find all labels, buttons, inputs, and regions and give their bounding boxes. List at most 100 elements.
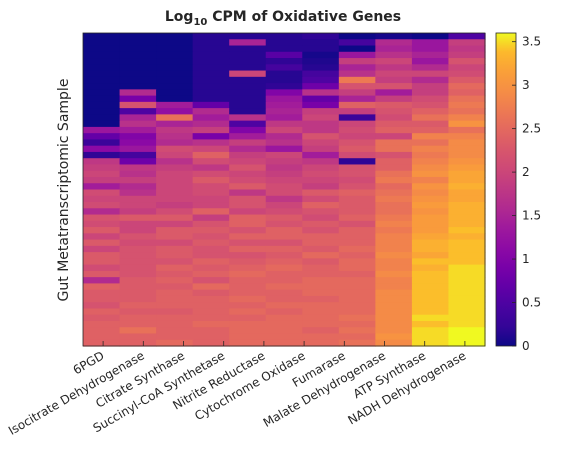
heatmap-cell xyxy=(83,89,121,97)
heatmap-cell xyxy=(156,158,194,166)
heatmap-cell xyxy=(302,51,340,59)
heatmap-cell xyxy=(156,70,194,78)
heatmap-cell xyxy=(411,170,450,178)
heatmap-cell xyxy=(265,95,303,103)
heatmap-cell xyxy=(119,227,157,234)
heatmap-cell xyxy=(375,202,413,209)
heatmap-cell xyxy=(229,302,267,310)
heatmap-cell xyxy=(83,327,121,335)
heatmap-cell xyxy=(83,170,121,178)
heatmap-cell xyxy=(192,308,230,316)
colorbar-tick-label: 3.5 xyxy=(522,35,541,49)
heatmap-cell xyxy=(119,64,157,72)
heatmap-cell xyxy=(156,176,194,184)
heatmap-cell xyxy=(375,258,413,266)
heatmap-cell xyxy=(375,233,413,241)
heatmap-cell xyxy=(302,89,340,97)
heatmap-cell xyxy=(192,95,230,103)
heatmap-cell xyxy=(338,227,376,234)
heatmap-cell xyxy=(265,227,303,234)
heatmap-cell xyxy=(192,239,230,247)
heatmap-cell xyxy=(229,245,267,253)
heatmap-cell xyxy=(83,245,121,253)
heatmap-cell xyxy=(83,145,121,153)
chart-title: Log10 CPM of Oxidative Genes xyxy=(165,9,401,28)
heatmap-cell xyxy=(83,70,121,78)
heatmap-cell xyxy=(119,33,157,40)
heatmap-cell xyxy=(375,314,413,322)
heatmap-cell xyxy=(375,252,413,259)
heatmap-cell xyxy=(192,76,230,84)
heatmap-cell xyxy=(119,45,157,53)
heatmap-cell xyxy=(156,189,194,197)
heatmap-cell xyxy=(375,170,413,178)
heatmap-cell xyxy=(338,214,376,222)
heatmap-cell xyxy=(83,283,121,291)
heatmap-cell xyxy=(338,252,376,259)
heatmap-cell xyxy=(83,183,121,191)
heatmap-cell xyxy=(411,339,450,347)
heatmap-cell xyxy=(302,289,340,297)
heatmap-cell xyxy=(83,176,121,184)
heatmap-cell xyxy=(302,283,340,291)
heatmap-cell xyxy=(192,133,230,141)
heatmap-cell xyxy=(156,120,194,128)
heatmap-cell xyxy=(83,76,121,84)
heatmap-cell xyxy=(411,245,450,253)
heatmap-cell xyxy=(375,126,413,134)
heatmap-cell xyxy=(119,126,157,134)
heatmap-cell xyxy=(156,145,194,153)
heatmap-cell xyxy=(83,133,121,141)
heatmap-cell xyxy=(265,314,303,322)
heatmap-cell xyxy=(411,58,450,65)
heatmap-cell xyxy=(192,195,230,203)
heatmap-cell xyxy=(411,89,450,97)
heatmap-cell xyxy=(411,333,450,341)
heatmap-cell xyxy=(265,214,303,222)
heatmap-cell xyxy=(302,195,340,203)
heatmap-cell xyxy=(448,70,486,78)
heatmap-cell xyxy=(375,283,413,291)
heatmap-cell xyxy=(192,277,230,284)
heatmap-cell xyxy=(411,289,450,297)
heatmap-cell xyxy=(156,126,194,134)
heatmap-cell xyxy=(229,70,267,78)
heatmap-cell xyxy=(156,58,194,65)
heatmap-cell xyxy=(83,252,121,259)
heatmap-cell xyxy=(411,83,450,90)
heatmap-cell xyxy=(119,83,157,90)
heatmap-cell xyxy=(156,333,194,341)
heatmap-cell xyxy=(338,314,376,322)
heatmap-cell xyxy=(448,220,486,228)
heatmap-cell xyxy=(229,120,267,128)
heatmap-cell xyxy=(375,264,413,272)
heatmap-cell xyxy=(265,195,303,203)
heatmap-cell xyxy=(192,158,230,166)
colorbar-tick-label: 1.5 xyxy=(522,209,541,223)
heatmap-cell xyxy=(265,220,303,228)
heatmap-cell xyxy=(302,277,340,284)
heatmap-cell xyxy=(448,245,486,253)
heatmap-cell xyxy=(375,245,413,253)
heatmap-cell xyxy=(411,70,450,78)
heatmap-cell xyxy=(411,183,450,191)
heatmap-cell xyxy=(229,252,267,259)
heatmap-cell xyxy=(375,145,413,153)
heatmap-cell xyxy=(448,139,486,147)
y-axis-label: Gut Metatranscriptomic Sample xyxy=(56,79,72,302)
heatmap-cell xyxy=(156,208,194,216)
heatmap-cell xyxy=(411,214,450,222)
heatmap-cell xyxy=(448,39,486,47)
heatmap-cell xyxy=(119,195,157,203)
heatmap-cell xyxy=(192,227,230,234)
heatmap-cell xyxy=(448,176,486,184)
heatmap-cell xyxy=(302,227,340,234)
heatmap-cell xyxy=(338,145,376,153)
heatmap-cell xyxy=(229,264,267,272)
heatmap-cell xyxy=(448,314,486,322)
heatmap-cell xyxy=(338,176,376,184)
heatmap-cell xyxy=(375,33,413,40)
heatmap-cell xyxy=(448,183,486,191)
heatmap-cell xyxy=(156,95,194,103)
heatmap-cell xyxy=(338,64,376,72)
